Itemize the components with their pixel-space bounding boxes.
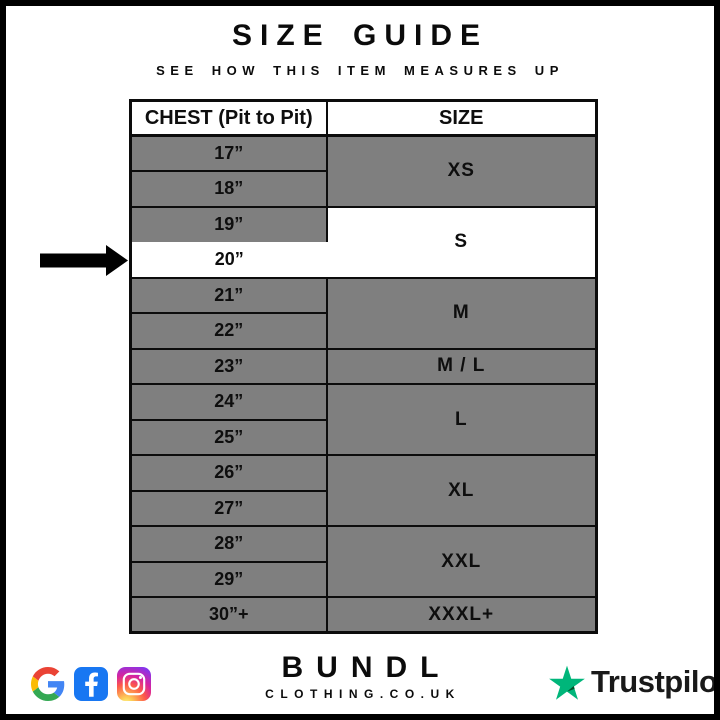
table-row: 29” xyxy=(129,560,597,598)
chest-cell-17: 17” xyxy=(129,134,328,172)
table-row: 19” S xyxy=(129,205,598,279)
chest-cell-30+: 30”+ xyxy=(129,596,328,634)
chest-cell-21: 21” xyxy=(129,276,328,314)
size-cell-M: M xyxy=(325,276,598,350)
size-cell-XL: XL xyxy=(325,454,598,527)
size-column-header: SIZE xyxy=(325,99,598,137)
chest-cell-23: 23” xyxy=(129,347,328,385)
trustpilot-star-icon xyxy=(549,665,585,700)
chest-cell-24: 24” xyxy=(129,383,328,421)
brand-name: BUNDL xyxy=(281,651,452,684)
table-row: 30”+ XXXL+ xyxy=(129,596,598,634)
chest-cell-26: 26” xyxy=(129,454,328,492)
table-row: 17” XS xyxy=(129,134,598,208)
table-row: 24” L xyxy=(129,383,598,456)
facebook-icon xyxy=(74,667,108,701)
size-cell-S: S xyxy=(325,205,598,279)
page-title: SIZE GUIDE xyxy=(231,19,489,52)
page-subtitle: SEE HOW THIS ITEM MEASURES UP xyxy=(156,63,564,78)
chest-cell-27: 27” xyxy=(129,489,328,527)
arrow-right-icon xyxy=(40,244,128,277)
table-row: 18” xyxy=(129,170,597,208)
chest-cell-25: 25” xyxy=(129,418,328,456)
chest-cell-22: 22” xyxy=(129,312,328,350)
chest-cell-28: 28” xyxy=(129,525,328,563)
chest-cell-20: 20” xyxy=(129,242,327,279)
size-cell-L: L xyxy=(325,383,598,456)
table-row: 23” M / L xyxy=(129,347,598,385)
chest-column-header: CHEST (Pit to Pit) xyxy=(129,99,328,137)
size-table: CHEST (Pit to Pit) SIZE 17” XS 18” 19” S 20” 2… xyxy=(129,99,598,634)
table-row: 21” M xyxy=(129,276,598,350)
table-row: 25” xyxy=(129,418,597,456)
trustpilot-label: Trustpilot xyxy=(591,664,720,699)
brand-tagline: CLOTHING.CO.UK xyxy=(265,687,461,701)
size-cell-XXL: XXL xyxy=(325,525,598,598)
table-row: 26” XL xyxy=(129,454,598,527)
instagram-icon xyxy=(117,667,151,701)
size-cell-XXXL+: XXXL+ xyxy=(325,596,598,634)
chest-cell-19: 19” xyxy=(129,205,328,243)
size-cell-XS: XS xyxy=(325,134,598,208)
table-header-row: CHEST (Pit to Pit) SIZE xyxy=(129,99,598,137)
chest-cell-18: 18” xyxy=(129,170,328,208)
table-row: 20” xyxy=(129,242,597,279)
brand-logo: BUNDL CLOTHING.CO.UK xyxy=(6,651,714,701)
size-cell-ML: M / L xyxy=(325,347,598,385)
chest-cell-29: 29” xyxy=(129,560,328,598)
table-row: 28” XXL xyxy=(129,525,598,598)
table-row: 27” xyxy=(129,489,597,527)
trustpilot-logo: Trustpilot xyxy=(549,664,720,700)
google-icon xyxy=(31,667,65,701)
social-icons xyxy=(31,667,151,701)
table-row: 22” xyxy=(129,312,597,350)
